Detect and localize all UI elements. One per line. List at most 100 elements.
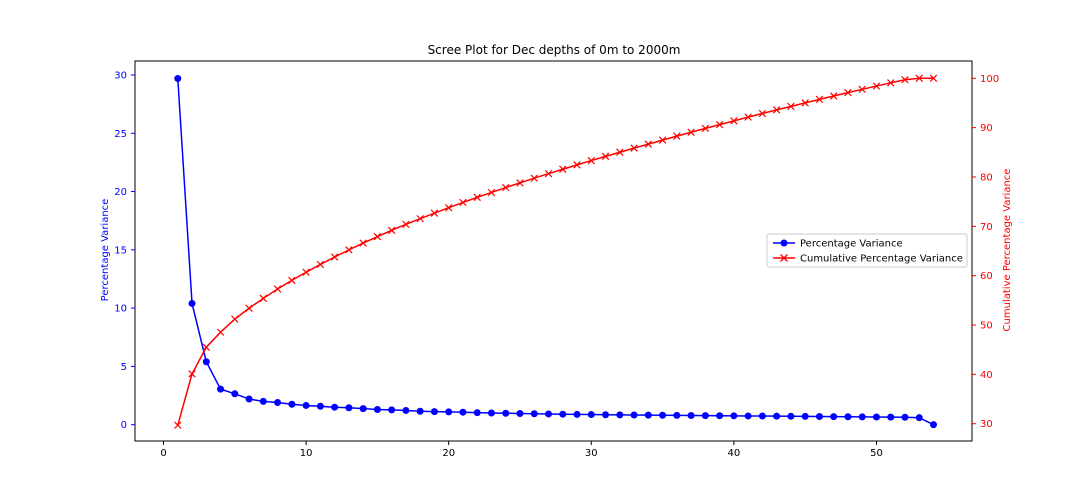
y-tick-label-left: 0 [121,420,127,431]
legend-box [766,233,968,268]
legend-marker-cumulative [780,254,788,262]
series-point-0 [716,412,724,420]
series-point-1 [673,132,681,140]
series-point-0 [359,405,367,413]
series-point-0 [915,414,923,422]
series-point-0 [730,412,738,420]
series-point-0 [288,400,296,408]
y-tick-label-right: 50 [980,321,993,332]
series-point-0 [545,410,553,418]
series-point-1 [231,315,239,323]
series-point-1 [616,148,624,156]
x-tick-label: 0 [160,448,166,459]
series-point-0 [459,408,467,416]
series-point-0 [901,413,909,421]
series-point-1 [630,144,638,152]
y-tick-label-right: 30 [980,419,993,430]
y-tick-label-left: 10 [114,304,127,315]
legend: Percentage Variance Cumulative Percentag… [766,233,968,268]
series-point-0 [202,358,210,366]
series-point-0 [502,409,510,417]
series-point-1 [872,82,881,90]
series-point-1 [516,179,524,187]
y-tick-label-left: 15 [114,245,127,256]
series-point-1 [687,128,695,136]
series-point-1 [216,328,225,336]
series-point-0 [174,74,182,82]
series-point-1 [744,113,752,121]
series-point-0 [345,404,353,412]
series-point-0 [587,411,595,419]
series-point-0 [630,411,638,419]
y-tick-label-right: 80 [980,172,993,183]
series-point-1 [202,343,211,351]
series-point-1 [844,88,852,97]
series-point-0 [830,413,838,421]
series-point-0 [516,409,524,417]
plot-frame [134,60,973,442]
series-point-0 [659,411,667,419]
series-point-0 [801,412,809,420]
series-point-1 [273,285,282,293]
series-point-1 [416,214,424,223]
series-point-0 [858,413,866,421]
x-tick-label: 10 [300,448,313,459]
series-point-0 [844,413,852,421]
left-axis-label: Percentage Variance [100,199,111,302]
axes: 0 10 20 30 40 50 0 5 10 15 20 25 30 30 40 50 60 70 80 90 100 [114,60,999,459]
series-point-1 [459,198,467,207]
series-point-0 [687,411,695,419]
series-point-0 [487,409,495,417]
y-tick-label-left: 5 [121,362,127,373]
series-point-1 [373,232,382,241]
legend-label-cumulative: Cumulative Percentage Variance [800,254,963,265]
plot-area [174,74,938,429]
series-point-1 [715,120,724,129]
series-point-0 [316,402,324,410]
series-point-1 [502,183,510,192]
series-point-0 [274,399,282,407]
y-tick-label-right: 40 [980,370,993,381]
series-point-0 [388,406,396,414]
series-point-0 [573,410,581,418]
series-point-0 [673,411,681,419]
y-tick-label-right: 70 [980,222,993,233]
series-point-0 [445,408,453,416]
series-point-0 [259,397,267,405]
series-point-1 [487,188,496,197]
series-point-1 [174,421,182,429]
series-point-1 [473,193,481,202]
series-point-1 [345,246,353,254]
series-point-1 [259,294,268,303]
series-point-1 [444,203,453,212]
y-tick-label-left: 25 [114,129,127,140]
series-point-1 [587,156,596,165]
series-point-1 [530,174,538,182]
y-tick-label-right: 60 [980,271,993,282]
series-point-1 [245,304,253,312]
series-point-0 [930,421,938,429]
series-point-0 [872,413,880,421]
series-point-0 [887,413,895,421]
series-point-1 [730,117,738,125]
series-point-0 [559,410,567,418]
series-point-1 [929,74,938,82]
series-point-1 [359,239,367,247]
series-point-0 [530,410,538,418]
right-axis-label: Cumulative Percentage Variance [1002,169,1013,332]
series-point-0 [430,408,438,416]
chart-title: Scree Plot for Dec depths of 0m to 2000m [428,43,681,57]
series-point-0 [302,401,310,409]
series-point-1 [886,79,895,87]
series-point-1 [772,106,781,114]
x-tick-label: 40 [728,448,741,459]
y-tick-label-left: 20 [114,187,127,198]
series-point-1 [829,92,838,100]
y-tick-label-right: 90 [980,123,993,134]
series-point-1 [302,268,310,276]
series-point-1 [601,152,610,161]
y-tick-label-right: 100 [980,74,999,85]
series-point-0 [701,412,709,420]
series-line-1 [177,77,934,426]
